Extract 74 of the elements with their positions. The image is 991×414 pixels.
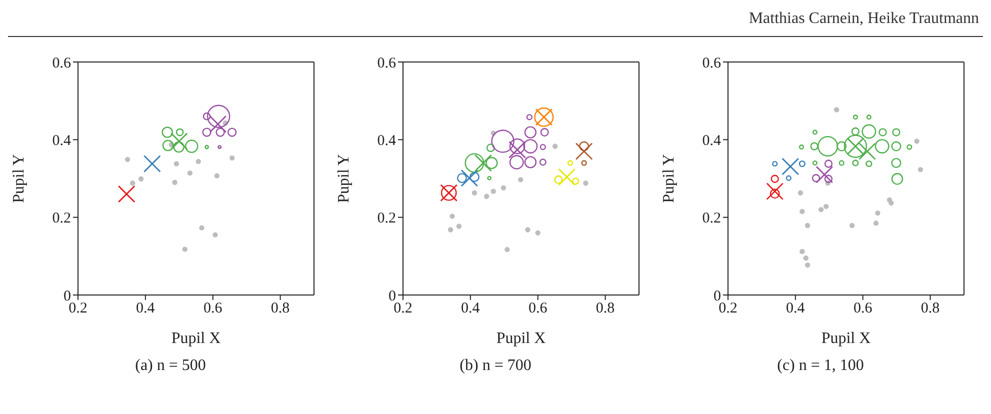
x-tick-label: 0.4: [461, 300, 480, 317]
x-tick-label: 0.6: [853, 300, 873, 317]
text: (a) n = 500: [135, 357, 206, 375]
point: [187, 170, 193, 176]
point: [199, 225, 204, 230]
text: Matthias Carnein, Heike Trautmann: [748, 10, 979, 27]
x-tick-label: 0.4: [786, 300, 806, 317]
y-tick-label: 0.4: [702, 132, 722, 149]
point: [888, 200, 894, 206]
y-axis-title: Pupil Y: [336, 154, 353, 203]
y-tick-label: 0: [64, 288, 71, 304]
point: [552, 144, 558, 149]
point: [849, 222, 855, 228]
text: (c) n = 1, 100: [777, 357, 864, 375]
point: [914, 138, 920, 144]
x-axis-title: Pupil X: [821, 330, 872, 347]
point: [212, 232, 218, 238]
y-tick-label: 0: [714, 288, 721, 304]
y-tick-label: 0.2: [702, 210, 721, 227]
y-axis-title: Pupil Y: [660, 154, 678, 203]
point: [875, 210, 880, 216]
point: [130, 180, 136, 186]
x-tick-label: 0.6: [528, 300, 548, 317]
y-tick-label: 0.2: [52, 210, 71, 227]
point: [800, 248, 805, 254]
x-tick-label: 0.4: [136, 300, 156, 317]
point: [182, 246, 188, 252]
y-axis-title: Pupil Y: [10, 154, 28, 203]
x-tick-label: 0.8: [270, 300, 290, 317]
point: [138, 176, 144, 182]
x-tick-label: 0.2: [718, 300, 738, 317]
point: [824, 204, 829, 210]
point: [214, 173, 220, 178]
point: [525, 227, 530, 232]
point: [804, 262, 810, 268]
point: [174, 161, 180, 166]
point: [196, 158, 201, 164]
y-tick-label: 0: [388, 288, 396, 304]
y-tick-label: 0.6: [377, 55, 396, 72]
x-tick-label: 0.2: [68, 300, 88, 317]
point: [456, 224, 462, 229]
point: [490, 188, 496, 194]
point: [500, 185, 506, 190]
point: [834, 107, 840, 112]
point: [873, 220, 879, 226]
point: [918, 166, 924, 172]
point: [803, 256, 808, 261]
point: [472, 190, 478, 196]
y-tick-label: 0.6: [52, 55, 72, 72]
point: [804, 222, 810, 228]
point: [798, 190, 804, 196]
point: [504, 246, 510, 252]
y-tick-label: 0.4: [377, 132, 396, 149]
x-tick-label: 0.8: [920, 300, 940, 317]
point: [518, 177, 524, 182]
text: (b) n = 700: [460, 357, 532, 375]
x-tick-label: 0.6: [203, 300, 223, 317]
x-axis-title: Pupil X: [171, 330, 222, 347]
x-axis-title: Pupil X: [496, 330, 546, 347]
point: [450, 214, 455, 219]
point: [484, 194, 490, 199]
point: [124, 156, 130, 162]
point: [800, 208, 805, 214]
point: [583, 180, 588, 186]
point: [229, 155, 235, 161]
point: [535, 230, 540, 236]
y-tick-label: 0.2: [377, 210, 396, 227]
x-tick-label: 0.2: [394, 300, 412, 317]
point: [448, 227, 454, 232]
y-tick-label: 0.4: [52, 132, 72, 149]
y-tick-label: 0.6: [702, 55, 722, 72]
point: [172, 180, 178, 185]
point: [818, 206, 824, 212]
x-tick-label: 0.8: [596, 300, 615, 317]
